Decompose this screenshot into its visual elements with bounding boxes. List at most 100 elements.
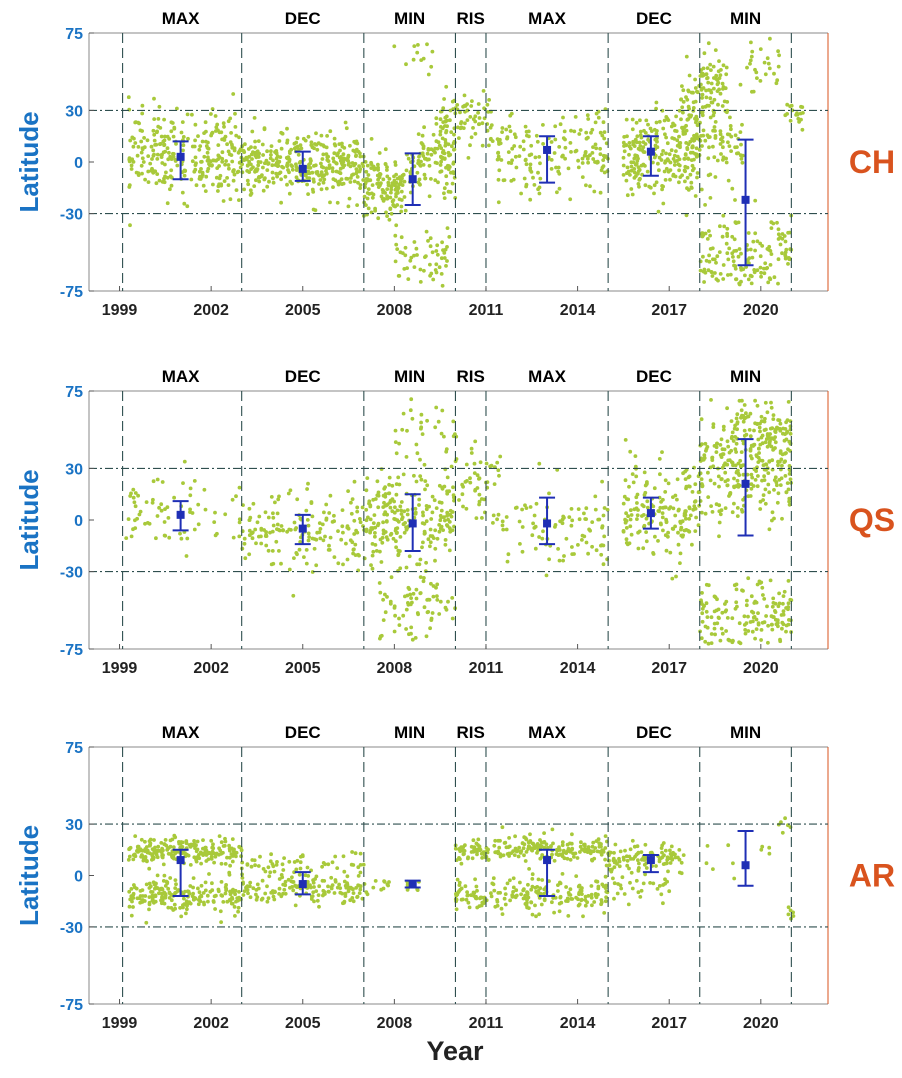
- data-point: [732, 426, 737, 431]
- x-tick-label: 2017: [651, 660, 687, 677]
- data-point: [439, 500, 444, 505]
- data-point: [214, 129, 218, 133]
- data-point: [583, 844, 587, 848]
- data-point: [637, 861, 641, 866]
- data-point: [715, 441, 719, 446]
- data-point: [655, 887, 660, 891]
- data-point: [599, 543, 603, 548]
- data-point: [677, 507, 681, 512]
- data-point: [507, 836, 511, 840]
- data-point: [562, 856, 567, 861]
- data-point: [193, 846, 197, 850]
- data-point: [667, 152, 672, 157]
- data-point: [769, 436, 774, 441]
- data-point: [711, 64, 716, 69]
- data-point: [654, 100, 659, 105]
- data-point: [742, 433, 747, 438]
- data-point: [706, 495, 711, 499]
- data-point: [227, 872, 232, 877]
- data-point: [549, 158, 554, 162]
- data-point: [761, 463, 766, 468]
- data-point: [127, 854, 132, 859]
- data-point: [534, 133, 539, 138]
- data-point: [442, 191, 446, 196]
- data-point: [763, 440, 768, 445]
- data-point: [383, 492, 388, 496]
- data-point: [512, 144, 517, 148]
- data-point: [480, 143, 485, 148]
- data-point: [277, 892, 281, 896]
- data-point: [396, 274, 401, 278]
- data-point: [150, 157, 154, 161]
- data-point: [180, 190, 185, 195]
- data-point: [589, 895, 594, 900]
- data-point: [383, 610, 388, 615]
- data-point: [704, 861, 709, 866]
- data-point: [369, 563, 373, 567]
- data-point: [137, 896, 142, 901]
- data-point: [721, 213, 726, 218]
- data-point: [712, 609, 717, 614]
- data-point: [194, 857, 199, 862]
- data-point: [780, 626, 784, 631]
- data-point: [438, 132, 443, 137]
- data-point: [526, 882, 530, 887]
- data-point: [266, 548, 271, 553]
- data-point: [624, 178, 629, 183]
- data-point: [729, 149, 733, 154]
- data-point: [683, 509, 688, 514]
- data-point: [571, 851, 575, 856]
- data-point: [722, 224, 727, 229]
- data-point: [598, 130, 603, 135]
- data-point: [583, 151, 588, 155]
- data-point: [775, 500, 780, 505]
- data-point: [447, 548, 452, 553]
- data-point: [219, 880, 224, 884]
- data-point: [142, 136, 147, 140]
- data-point: [762, 266, 766, 271]
- data-point: [556, 165, 561, 170]
- data-point: [664, 548, 669, 553]
- data-point: [157, 178, 162, 183]
- data-point: [579, 898, 584, 903]
- data-point: [721, 424, 726, 429]
- data-point: [763, 416, 767, 421]
- data-point: [718, 224, 722, 229]
- data-point: [787, 502, 792, 507]
- data-point: [717, 59, 721, 63]
- data-point: [245, 888, 250, 892]
- data-point: [227, 152, 232, 157]
- data-point: [209, 163, 214, 168]
- data-point: [740, 122, 744, 127]
- data-point: [618, 849, 623, 854]
- data-point: [385, 174, 390, 179]
- data-point: [704, 258, 709, 263]
- data-point: [676, 542, 681, 547]
- data-point: [593, 494, 598, 499]
- data-point: [552, 910, 556, 915]
- data-point: [689, 113, 694, 118]
- data-point: [197, 147, 202, 152]
- data-point: [306, 192, 310, 197]
- data-point: [612, 851, 616, 855]
- data-point: [433, 558, 437, 563]
- data-point: [256, 886, 261, 891]
- data-point: [660, 511, 665, 515]
- data-point: [330, 883, 335, 887]
- data-point: [641, 546, 646, 551]
- data-point: [321, 180, 326, 185]
- data-point: [240, 876, 245, 880]
- data-point: [351, 887, 355, 892]
- data-point: [591, 840, 596, 845]
- data-point: [392, 44, 397, 49]
- data-point: [343, 891, 348, 896]
- data-point: [353, 542, 358, 547]
- data-point: [594, 839, 599, 843]
- data-point: [311, 177, 316, 182]
- data-point: [734, 587, 739, 592]
- data-point: [166, 846, 170, 850]
- phase-label: MAX: [162, 9, 200, 28]
- data-point: [748, 247, 753, 252]
- panel-label: AR: [849, 858, 895, 894]
- data-point: [521, 888, 526, 893]
